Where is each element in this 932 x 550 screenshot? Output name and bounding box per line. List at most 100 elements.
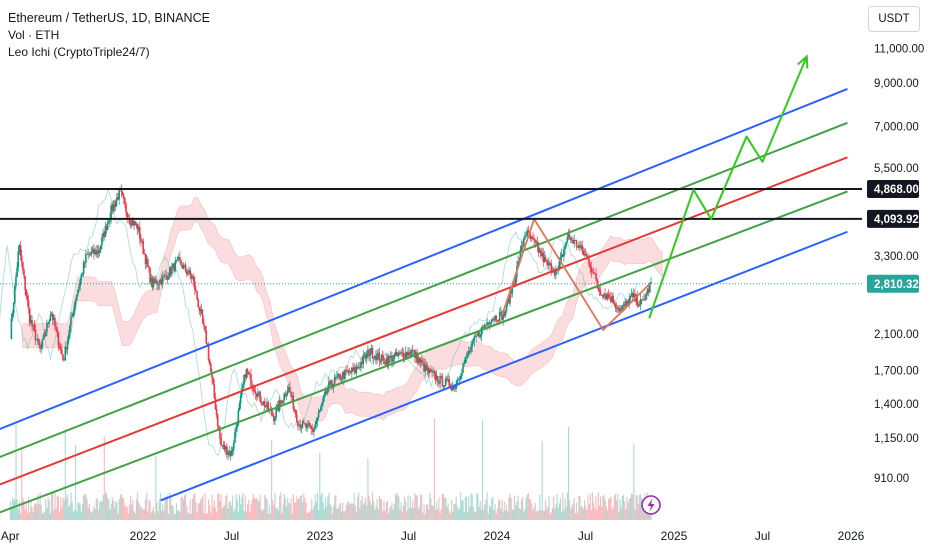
volume-bar <box>525 497 527 520</box>
volume-bar <box>189 499 191 520</box>
currency-selector[interactable]: USDT <box>868 6 920 32</box>
candle-body <box>156 280 158 285</box>
volume-bar <box>302 502 304 520</box>
volume-bar <box>598 505 601 520</box>
level-tag <box>867 180 919 199</box>
volume-bar <box>30 500 32 520</box>
price-axis[interactable]: 910.00 1,150.00 1,400.00 1,700.00 2,100.00 3,… <box>862 0 932 550</box>
candle-body <box>349 372 352 373</box>
candle-body <box>404 352 407 359</box>
volume-bar <box>238 494 241 520</box>
candle-body <box>547 260 549 266</box>
volume-bar <box>161 510 163 520</box>
candle-body <box>446 378 448 380</box>
candle-body <box>62 354 64 360</box>
candle-body <box>391 355 393 362</box>
indicator-legend[interactable]: Leo Ichi (CryptoTriple24/7) <box>8 45 150 59</box>
current-price-tag <box>867 274 919 293</box>
volume-bar <box>205 513 207 520</box>
volume-bar <box>394 493 396 520</box>
candle-body <box>85 254 87 263</box>
volume-bar <box>465 496 468 520</box>
candle-body <box>463 363 465 365</box>
volume-bar <box>547 506 549 520</box>
candle-body <box>267 402 269 410</box>
regression-channel <box>0 88 848 514</box>
candle-body <box>621 306 624 310</box>
candle-body <box>290 392 292 397</box>
candle-body <box>459 376 462 379</box>
candle-body <box>442 386 445 388</box>
volume-bar <box>361 495 363 520</box>
candle-body <box>406 352 408 356</box>
volume-bar <box>350 504 352 520</box>
candle-body <box>495 315 498 321</box>
volume-bar <box>63 500 65 520</box>
volume-bar <box>393 504 395 520</box>
volume-bar <box>622 494 625 520</box>
volume-bar <box>428 508 430 520</box>
candle-body <box>132 220 134 226</box>
candle-body <box>360 361 362 368</box>
volume-bar <box>347 501 349 520</box>
candle-body <box>157 284 159 286</box>
candle-body <box>112 204 115 211</box>
volume-bar <box>276 507 278 520</box>
candle-body <box>448 379 451 387</box>
volume-bar <box>72 511 74 520</box>
volume-bar <box>445 498 447 520</box>
volume-bar <box>80 512 82 520</box>
volume-bar <box>421 495 423 520</box>
candle-body <box>325 390 328 394</box>
volume-bar <box>225 495 227 520</box>
candle-body <box>122 195 125 199</box>
volume-bar <box>133 511 135 520</box>
symbol-title[interactable]: Ethereum / TetherUS, 1D, BINANCE <box>8 11 210 25</box>
time-axis[interactable]: Apr 2022 Jul 2023 Jul 2024 Jul 2025 Jul 2026 <box>0 520 932 550</box>
volume-bar <box>88 503 90 520</box>
candle-body <box>569 237 572 241</box>
candle-body <box>355 367 358 373</box>
candle-body <box>393 354 396 360</box>
volume-bar <box>209 504 211 520</box>
candle-body <box>432 371 435 373</box>
volume-bar <box>406 510 408 520</box>
horizontal-levels[interactable] <box>0 188 862 220</box>
candle-body <box>389 355 392 358</box>
volume-bar <box>135 499 137 520</box>
volume-bar <box>13 500 15 520</box>
volume-bar <box>569 500 571 520</box>
volume-bar <box>632 494 634 520</box>
volume-bar <box>490 507 492 520</box>
volume-bar <box>233 511 235 520</box>
volume-bar <box>397 492 399 520</box>
volume-bar <box>360 500 362 520</box>
volume-bar <box>83 495 85 520</box>
candle-body <box>580 245 582 248</box>
candle-body <box>586 255 588 257</box>
candle-body <box>247 372 250 374</box>
volume-bar <box>491 498 493 520</box>
volume-bar <box>498 499 500 520</box>
volume-bar <box>483 509 485 520</box>
candle-body <box>109 218 111 222</box>
volume-bar <box>452 511 454 520</box>
volume-legend[interactable]: Vol · ETH <box>8 28 60 42</box>
y-tick-label: 1,400.00 <box>874 399 919 411</box>
candle-body <box>161 276 164 285</box>
level-tag <box>867 209 919 228</box>
lightning-icon[interactable] <box>641 495 661 515</box>
candle-body <box>118 188 120 200</box>
candle-body <box>173 263 175 272</box>
candle-body <box>239 395 242 404</box>
candle-body <box>81 273 84 275</box>
candle-body <box>575 240 578 247</box>
volume-bar <box>390 505 392 520</box>
x-tick-label: 2022 <box>130 529 157 543</box>
candle-body <box>458 378 461 380</box>
volume-bar <box>26 512 29 520</box>
candle-body <box>271 414 274 416</box>
volume-bar <box>158 499 160 520</box>
